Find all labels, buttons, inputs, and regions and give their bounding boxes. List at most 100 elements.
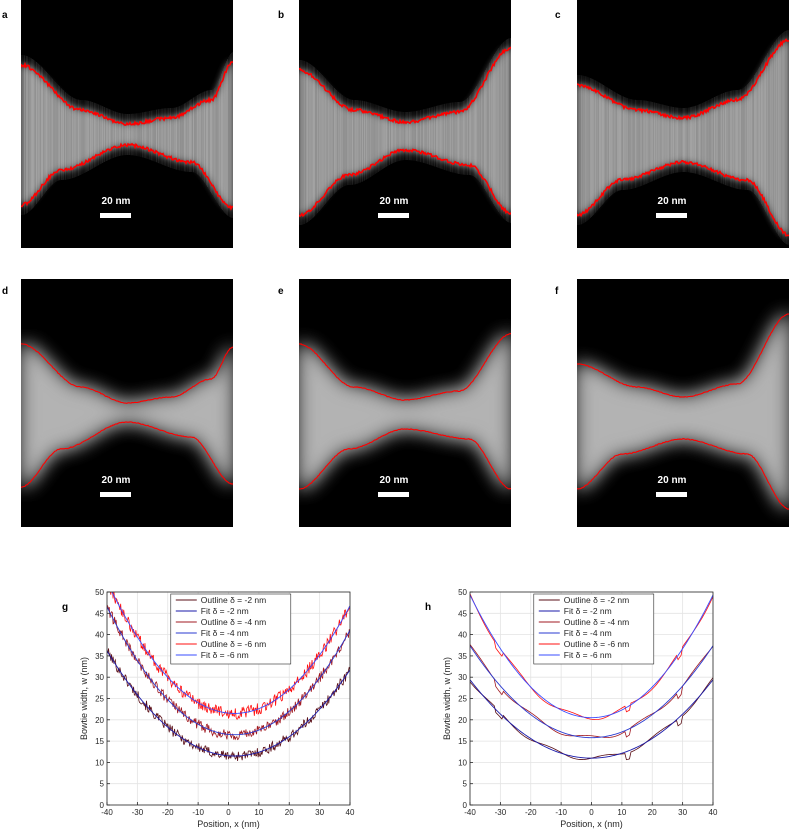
y-tick-label: 15 [95,737,104,746]
series-line [107,604,350,741]
series-line [107,650,350,757]
scalebar-label-b: 20 nm [379,196,409,207]
outline-top [577,38,789,121]
x-tick-label: 10 [617,808,626,817]
chart-h: -40 -30 -20 -10 0 10 20 30 40 0 5 10 15 20 25 30 35 40 45 5… [423,585,723,834]
legend-entry: Fit δ = -6 nm [201,650,249,660]
scalebar-b [378,213,409,218]
legend-entry: Outline δ = -4 nm [201,617,266,627]
x-tick-label: 40 [346,808,355,817]
panel-letter-g: g [62,602,69,613]
x-tick-label: 40 [709,808,718,817]
series-line [107,648,350,761]
legend-box [170,593,292,665]
x-tick-label: 30 [315,808,324,817]
scalebar-label-f: 20 nm [657,475,687,486]
x-tick-label: -20 [162,808,174,817]
outline-bot [299,148,511,218]
scalebar-f [656,492,687,497]
y-tick-label: 45 [458,609,467,618]
micrograph-f [577,279,789,527]
x-tick-label: -30 [132,808,144,817]
legend-entry: Fit δ = -2 nm [201,606,249,616]
x-tick-label: 20 [648,808,657,817]
x-tick-label: 0 [226,808,231,817]
micrograph-svg [299,333,511,490]
y-tick-label: 30 [458,673,467,682]
y-tick-label: 20 [95,716,104,725]
panel-letter-h: h [425,602,432,613]
scalebar-label-a: 20 nm [101,196,131,207]
series-line [109,592,350,720]
micrograph-e [299,279,511,527]
y-tick-label: 50 [458,588,467,597]
x-tick-label: 20 [285,808,294,817]
y-tick-label: 30 [95,673,104,682]
panel-letter-d: d [2,286,9,297]
y-tick-label: 15 [458,737,467,746]
chart-svg: -40 -30 -20 -10 0 10 20 30 40 0 5 10 15 20 25 30 35 40 45 5… [79,588,355,829]
y-tick-label: 25 [95,695,104,704]
series-line [470,679,713,759]
micrograph-svg [577,313,789,510]
micrograph-d [21,279,233,527]
scalebar-c [656,213,687,218]
series-line [470,593,713,720]
outline-bot [577,159,789,237]
scalebar-e [378,492,409,497]
y-tick-label: 5 [463,780,468,789]
outline-top [299,46,511,125]
panel-letter-f: f [555,286,559,297]
y-axis-label: Bowtie width, w (nm) [442,657,452,740]
x-tick-label: 10 [254,808,263,817]
x-tick-label: -10 [192,808,204,817]
chart-g: -40 -30 -20 -10 0 10 20 30 40 0 5 10 15 20 25 30 35 40 45 5… [60,585,360,834]
y-tick-label: 0 [100,801,105,810]
outline-top [21,61,233,127]
outline-bot [299,428,511,490]
scalebar-a [100,213,131,218]
panel-letter-a: a [2,10,8,21]
micrograph-svg [21,52,233,218]
legend-entry: Outline δ = -2 nm [564,595,629,605]
micrograph-svg [299,38,511,225]
panel-letter-e: e [278,286,284,297]
series-line [470,644,713,738]
legend-entry: Outline δ = -2 nm [201,595,266,605]
y-tick-label: 25 [458,695,467,704]
y-tick-label: 50 [95,588,104,597]
outline-bot [21,142,233,211]
scalebar-d [100,492,131,497]
series-line [107,606,350,736]
outline-bot [21,421,233,488]
y-tick-label: 40 [458,631,467,640]
x-axis-label: Position, x (nm) [560,819,623,829]
x-tick-label: -40 [101,808,113,817]
y-tick-label: 10 [95,758,104,767]
y-tick-label: 20 [458,716,467,725]
series-line [470,594,713,719]
legend-entry: Fit δ = -4 nm [201,628,249,638]
x-tick-label: 30 [678,808,687,817]
series-line [111,592,350,714]
micrograph-b [299,0,511,248]
outline-top [299,333,511,401]
outline-bot [577,438,789,510]
legend-entry: Outline δ = -6 nm [201,639,266,649]
y-tick-label: 40 [95,631,104,640]
y-tick-label: 10 [458,758,467,767]
legend-entry: Outline δ = -4 nm [564,617,629,627]
legend-entry: Fit δ = -2 nm [564,606,612,616]
y-tick-label: 35 [458,652,467,661]
x-axis-label: Position, x (nm) [197,819,260,829]
y-tick-label: 45 [95,609,104,618]
micrograph-a [21,0,233,248]
legend-entry: Fit δ = -4 nm [564,628,612,638]
outline-top [21,343,233,404]
y-axis-label: Bowtie width, w (nm) [79,657,89,740]
micrograph-svg [577,30,789,245]
chart-svg: -40 -30 -20 -10 0 10 20 30 40 0 5 10 15 20 25 30 35 40 45 5… [442,588,718,829]
legend-box [533,593,655,665]
x-tick-label: -20 [525,808,537,817]
outline-top [577,313,789,398]
